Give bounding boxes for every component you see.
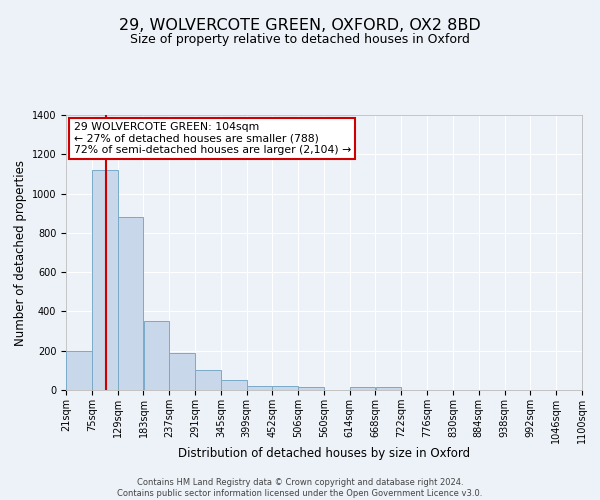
Bar	[272, 386, 298, 390]
Bar	[118, 217, 143, 390]
Bar	[247, 386, 272, 390]
Bar	[195, 370, 221, 390]
Bar	[66, 350, 92, 390]
Bar	[298, 387, 323, 390]
Text: 29 WOLVERCOTE GREEN: 104sqm
← 27% of detached houses are smaller (788)
72% of se: 29 WOLVERCOTE GREEN: 104sqm ← 27% of det…	[74, 122, 351, 155]
Bar	[143, 322, 169, 390]
Bar	[376, 387, 401, 390]
Text: 29, WOLVERCOTE GREEN, OXFORD, OX2 8BD: 29, WOLVERCOTE GREEN, OXFORD, OX2 8BD	[119, 18, 481, 32]
Text: Size of property relative to detached houses in Oxford: Size of property relative to detached ho…	[130, 32, 470, 46]
Bar	[92, 170, 118, 390]
Bar	[350, 387, 375, 390]
X-axis label: Distribution of detached houses by size in Oxford: Distribution of detached houses by size …	[178, 447, 470, 460]
Text: Contains HM Land Registry data © Crown copyright and database right 2024.
Contai: Contains HM Land Registry data © Crown c…	[118, 478, 482, 498]
Bar	[221, 380, 247, 390]
Y-axis label: Number of detached properties: Number of detached properties	[14, 160, 28, 346]
Bar	[169, 352, 195, 390]
